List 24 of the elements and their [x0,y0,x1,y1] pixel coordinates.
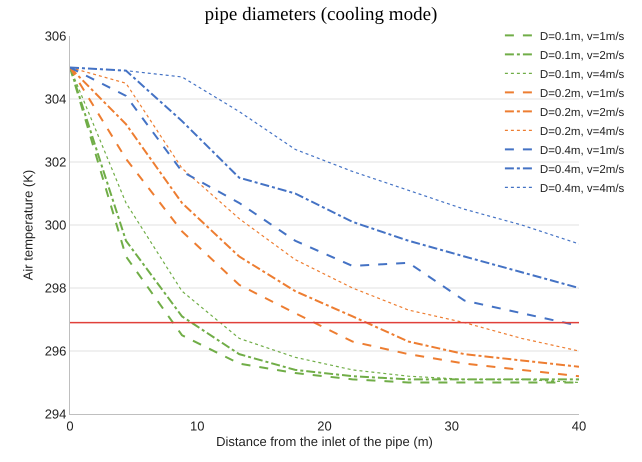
y-axis-title: Air temperature (K) [20,170,36,280]
y-tick-label: 306 [44,28,66,44]
legend-label: D=0.2m, v=1m/s [540,88,625,100]
x-tick-label: 0 [66,418,74,434]
legend-label: D=0.4m, v=1m/s [540,144,625,157]
y-tick-label: 296 [44,344,66,359]
legend-label: D=0.2m, v=2m/s [540,106,625,119]
y-tick-label: 302 [44,154,66,170]
chart-title: pipe diameters (cooling mode) [204,4,438,26]
x-axis-title: Distance from the inlet of the pipe (m) [216,434,433,450]
y-tick-label: 294 [44,406,66,422]
legend-label: D=0.2m, v=4m/s [540,126,625,138]
y-tick-label: 300 [44,218,66,233]
x-tick-label: 40 [572,418,586,434]
legend-label: D=0.1m, v=4m/s [540,68,625,81]
x-tick-label: 30 [444,418,459,434]
x-tick-label: 10 [190,418,204,434]
legend-label: D=0.4m, v=4m/s [540,182,625,195]
legend-label: D=0.4m, v=2m/s [540,164,625,176]
y-tick-label: 298 [44,280,66,296]
y-tick-label: 304 [44,92,66,107]
x-tick-label: 20 [317,418,332,434]
legend-label: D=0.1m, v=2m/s [540,50,625,62]
legend-label: D=0.1m, v=1m/s [540,30,625,43]
